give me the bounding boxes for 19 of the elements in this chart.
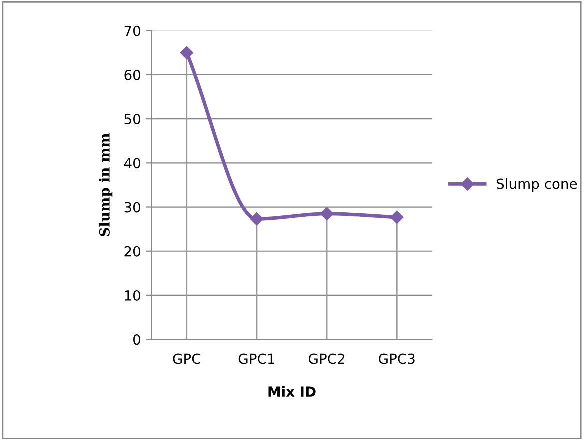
point [250,212,264,226]
y-tick-label: 50 [124,114,140,125]
y-tick-label: 70 [124,26,140,36]
x-tick-label: GPC2 [308,354,344,364]
point [180,46,194,60]
y-tick-label: 0 [134,334,140,346]
y-axis-title: Slump in mm [99,133,113,236]
y-tick-label: 40 [124,158,140,169]
y-tick-label: 20 [124,246,140,257]
x-axis-title: Mix ID [268,386,316,397]
y-tick-label: 10 [125,290,140,301]
y-tick-label: 60 [124,70,140,80]
y-tick-label: 30 [124,202,140,213]
legend-label: Slump cone [497,178,578,192]
point [320,207,334,220]
point [390,210,404,224]
x-tick-label: GPC [173,354,201,364]
x-tick-label: GPC1 [238,354,275,364]
x-tick-label: GPC3 [379,354,415,364]
